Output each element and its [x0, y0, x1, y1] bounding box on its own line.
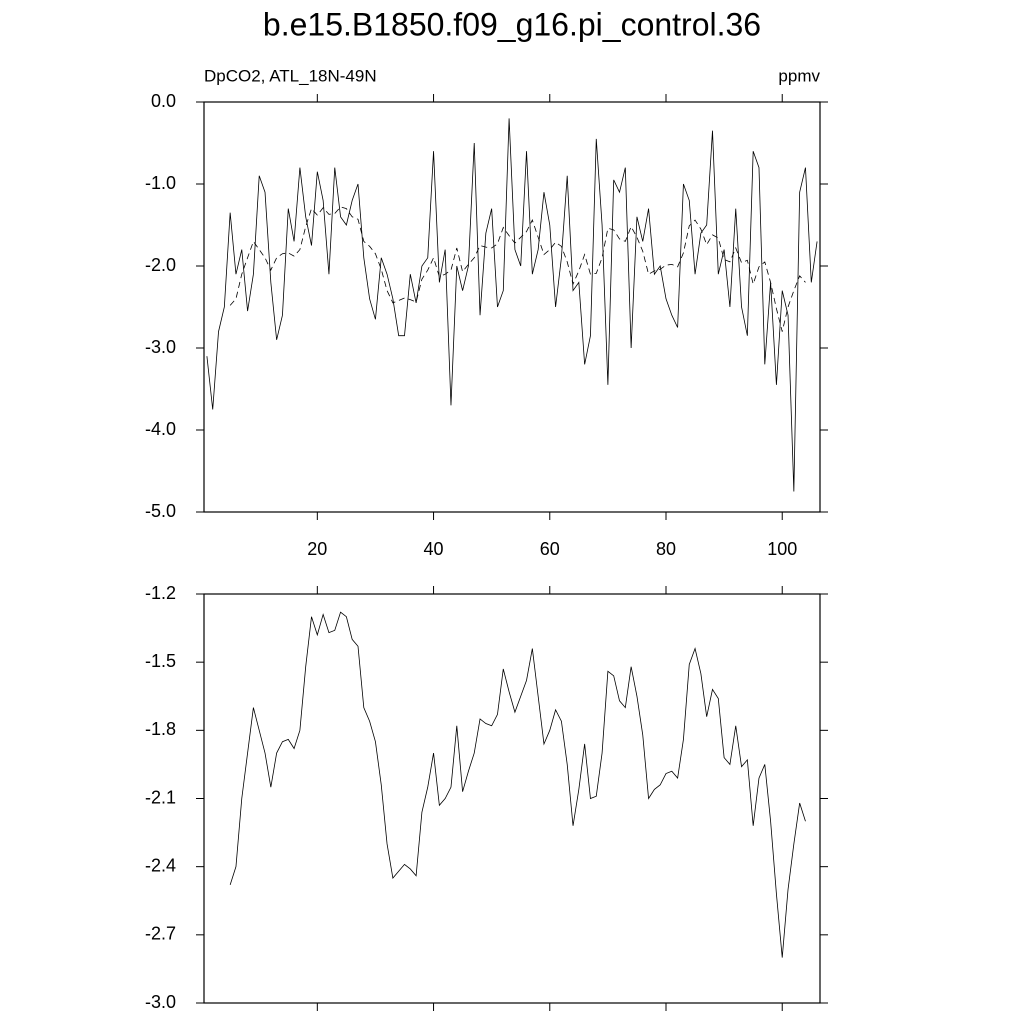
x-tick-label: 40	[424, 539, 444, 559]
y-tick-label: -1.5	[145, 651, 176, 671]
data-line	[206, 118, 818, 492]
y-tick-label: -3.0	[145, 337, 176, 357]
y-tick-label: -4.0	[145, 419, 176, 439]
y-tick-label: -2.7	[145, 924, 176, 944]
data-line	[229, 206, 806, 332]
y-tick-label: -1.2	[145, 583, 176, 603]
y-tick-label: -3.0	[145, 992, 176, 1012]
x-tick-label: 80	[656, 539, 676, 559]
x-tick-label: 100	[767, 539, 797, 559]
y-tick-label: -1.8	[145, 719, 176, 739]
y-tick-label: -2.1	[145, 787, 176, 807]
y-tick-label: -2.4	[145, 855, 176, 875]
y-tick-label: 0.0	[151, 91, 176, 111]
subtitle-left: DpCO2, ATL_18N-49N	[204, 66, 377, 85]
chart-title: b.e15.B1850.f09_g16.pi_control.36	[263, 6, 761, 42]
y-tick-label: -2.0	[145, 255, 176, 275]
y-tick-label: -1.0	[145, 173, 176, 193]
plot-frame	[203, 593, 821, 1004]
x-tick-label: 60	[540, 539, 560, 559]
y-tick-label: -5.0	[145, 501, 176, 521]
data-line	[229, 611, 806, 958]
x-tick-label: 20	[307, 539, 327, 559]
subtitle-right: ppmv	[778, 66, 820, 85]
plot-frame	[203, 101, 821, 513]
